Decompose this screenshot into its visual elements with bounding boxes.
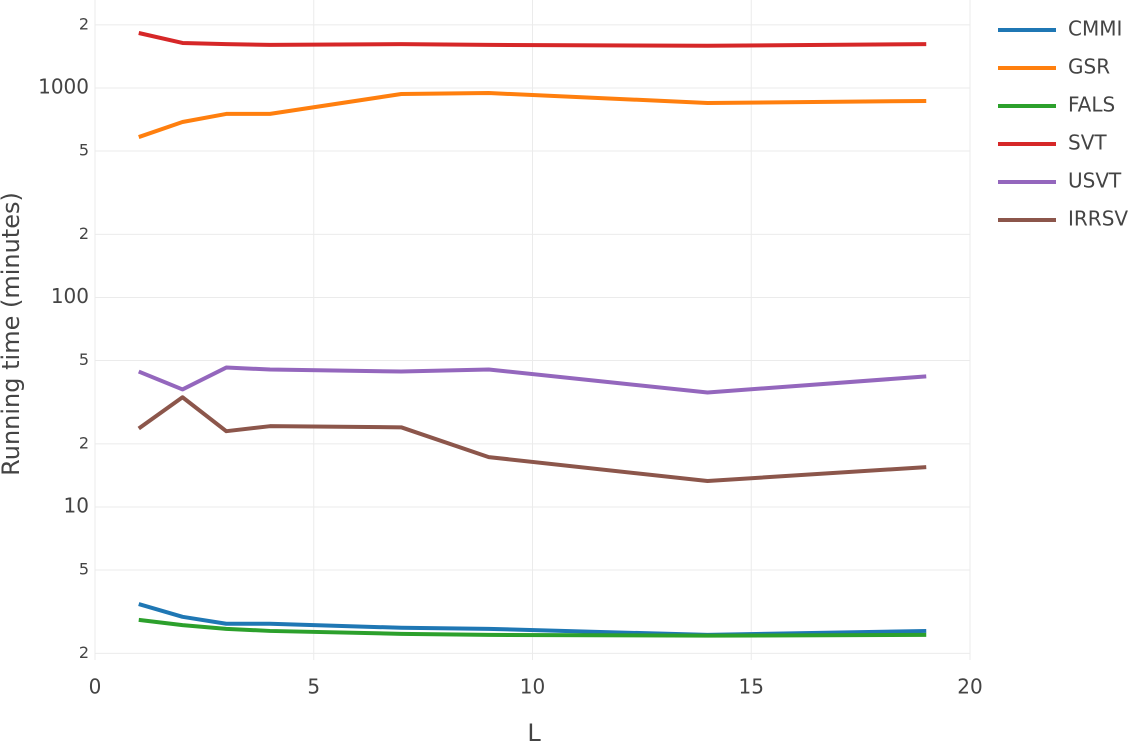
- legend-label: IRRSV: [1068, 207, 1128, 231]
- x-tick-label: 5: [307, 675, 320, 699]
- y-tick-label: 2: [79, 433, 89, 452]
- y-tick-label: 1000: [38, 74, 89, 98]
- series-line: [138, 31, 927, 48]
- y-tick-label: 5: [79, 350, 89, 369]
- x-tick-label: 15: [739, 675, 764, 699]
- y-tick-label: 2: [79, 14, 89, 33]
- y-tick-label: 100: [51, 284, 89, 308]
- legend-label: FALS: [1068, 93, 1115, 117]
- y-tick-label: 10: [64, 493, 89, 517]
- series-line: [138, 91, 927, 139]
- legend-label: GSR: [1068, 55, 1110, 79]
- x-tick-label: 10: [520, 675, 545, 699]
- series-line: [137, 365, 927, 395]
- x-axis-title: L: [527, 719, 541, 746]
- legend-label: SVT: [1068, 131, 1107, 155]
- y-tick-label: 5: [79, 560, 89, 579]
- y-tick-label: 2: [79, 643, 89, 662]
- x-tick-label: 20: [957, 675, 982, 699]
- legend-label: CMMI: [1068, 17, 1122, 41]
- x-tick-label: 0: [89, 675, 102, 699]
- series-line: [138, 617, 927, 638]
- y-tick-label: 5: [79, 141, 89, 160]
- y-axis-title: Running time (minutes): [0, 192, 25, 476]
- y-tick-label: 2: [79, 224, 89, 243]
- series-line: [137, 395, 927, 484]
- legend-label: USVT: [1068, 169, 1122, 193]
